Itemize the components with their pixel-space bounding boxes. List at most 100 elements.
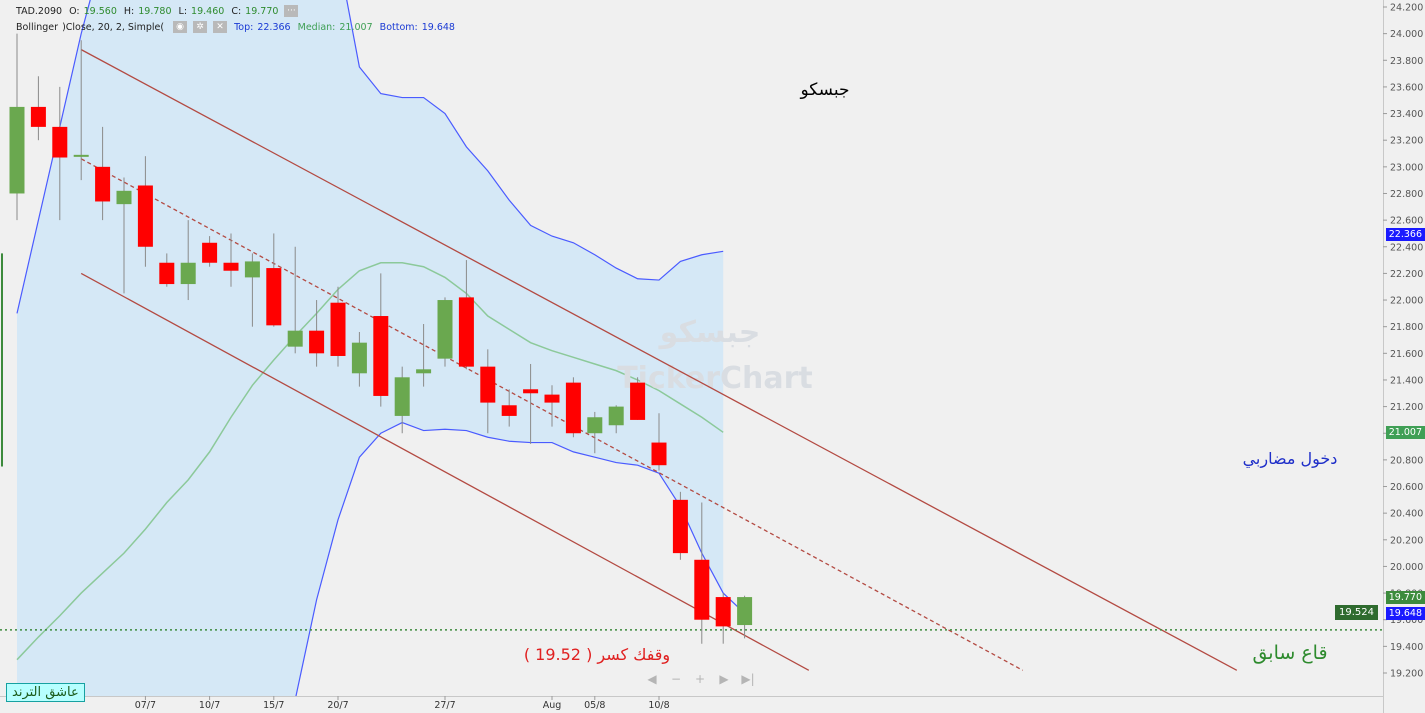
nav-back-icon[interactable]: ◀: [647, 672, 657, 686]
candle[interactable]: [30, 76, 46, 141]
candle-body: [116, 190, 132, 205]
y-tick-label: 20.400: [1390, 509, 1423, 520]
open-value: 19.560: [83, 5, 117, 17]
indicator-name: Bollinger: [16, 21, 59, 33]
y-tick-label: 22.000: [1390, 296, 1423, 307]
candle[interactable]: [202, 236, 218, 267]
candle[interactable]: [73, 40, 89, 181]
candle[interactable]: [180, 220, 196, 301]
candle-body: [95, 166, 111, 202]
candle-body: [458, 297, 474, 367]
candle[interactable]: [351, 332, 367, 387]
zoom-in-icon[interactable]: +: [694, 672, 706, 686]
candle-body: [544, 394, 560, 403]
stop-note-label: وقفك كسر ( 19.52 ): [524, 645, 670, 665]
y-tick-label: 24.200: [1390, 3, 1423, 14]
bollinger-lower-line: [295, 421, 746, 696]
y-tick-label: 22.400: [1390, 242, 1423, 253]
candle[interactable]: [694, 502, 710, 644]
candle-body: [630, 382, 646, 420]
price-tag-top: 22.366: [1385, 228, 1425, 241]
candle[interactable]: [223, 233, 239, 287]
candle-body: [73, 154, 89, 157]
candle-body: [394, 377, 410, 416]
candle-body: [180, 262, 196, 285]
candle-body: [202, 242, 218, 263]
candle-body: [266, 268, 282, 326]
candle-body: [351, 342, 367, 374]
y-tick-label: 23.600: [1390, 82, 1423, 93]
candle-body: [416, 369, 432, 374]
candle[interactable]: [137, 156, 153, 267]
y-tick-label: 21.200: [1390, 402, 1423, 413]
candle-body: [587, 417, 603, 434]
candle[interactable]: [630, 377, 646, 420]
candle[interactable]: [287, 246, 303, 354]
candle[interactable]: [330, 286, 346, 367]
candle-body: [480, 366, 496, 403]
price-tag-close: 19.770: [1385, 591, 1425, 604]
candle[interactable]: [244, 253, 260, 327]
candle[interactable]: [501, 389, 517, 427]
nav-end-icon[interactable]: ▶|: [741, 672, 755, 686]
candle-body: [672, 499, 688, 554]
candle[interactable]: [458, 260, 474, 370]
candle[interactable]: [394, 366, 410, 434]
y-tick-label: 21.800: [1390, 322, 1423, 333]
candle[interactable]: [416, 324, 432, 387]
candle-body: [287, 330, 303, 347]
candle[interactable]: [116, 177, 132, 294]
y-tick-label: 20.200: [1390, 535, 1423, 546]
more-button[interactable]: ···: [284, 5, 299, 17]
candle[interactable]: [52, 86, 68, 221]
y-tick-label: 22.800: [1390, 189, 1423, 200]
ohlc-legend: TAD.2090 O: 19.560 H: 19.780 L: 19.460 C: 19…: [16, 5, 302, 17]
candle[interactable]: [715, 593, 731, 644]
candle[interactable]: [9, 33, 25, 221]
x-tick-label: Aug: [543, 700, 562, 711]
entry-note-label: دخول مضاربي: [1243, 449, 1338, 469]
candle[interactable]: [544, 385, 560, 427]
x-tick-label: 20/7: [327, 700, 348, 711]
candle[interactable]: [95, 126, 111, 221]
candle[interactable]: [266, 233, 282, 327]
candle-body: [309, 330, 325, 354]
x-tick-label: 10/7: [199, 700, 220, 711]
y-tick-label: 20.600: [1390, 482, 1423, 493]
candle-body: [137, 185, 153, 247]
candle[interactable]: [523, 363, 539, 444]
candle[interactable]: [651, 413, 667, 471]
candle[interactable]: [159, 253, 175, 287]
candle[interactable]: [480, 349, 496, 434]
support-level-tag: 19.524: [1335, 605, 1378, 620]
visibility-button[interactable]: ◉: [173, 21, 188, 33]
candle[interactable]: [437, 297, 453, 367]
settings-button[interactable]: ✲: [193, 21, 208, 33]
zoom-out-icon[interactable]: −: [670, 672, 682, 686]
candle[interactable]: [309, 300, 325, 367]
candle[interactable]: [608, 405, 624, 434]
nav-forward-icon[interactable]: ▶: [719, 672, 729, 686]
candle-body: [223, 262, 239, 271]
y-tick-label: 23.000: [1390, 162, 1423, 173]
x-tick-label: 05/8: [584, 700, 605, 711]
low-label: L:: [178, 5, 188, 17]
candle-body: [715, 597, 731, 627]
candle[interactable]: [565, 377, 581, 438]
candle-body: [565, 382, 581, 434]
candle[interactable]: [737, 595, 753, 639]
candle-body: [608, 406, 624, 426]
watermark-arabic: جبسكو: [658, 315, 761, 350]
low-value: 19.460: [191, 5, 225, 17]
price-tag-median: 21.007: [1385, 426, 1425, 439]
candle[interactable]: [587, 411, 603, 454]
candle[interactable]: [373, 273, 389, 407]
band-median-label: Median:: [297, 21, 336, 33]
y-tick-label: 23.800: [1390, 56, 1423, 67]
y-tick-label: 22.200: [1390, 269, 1423, 280]
close-button[interactable]: ✕: [213, 21, 228, 33]
candle[interactable]: [672, 491, 688, 560]
x-tick-label: 07/7: [135, 700, 156, 711]
